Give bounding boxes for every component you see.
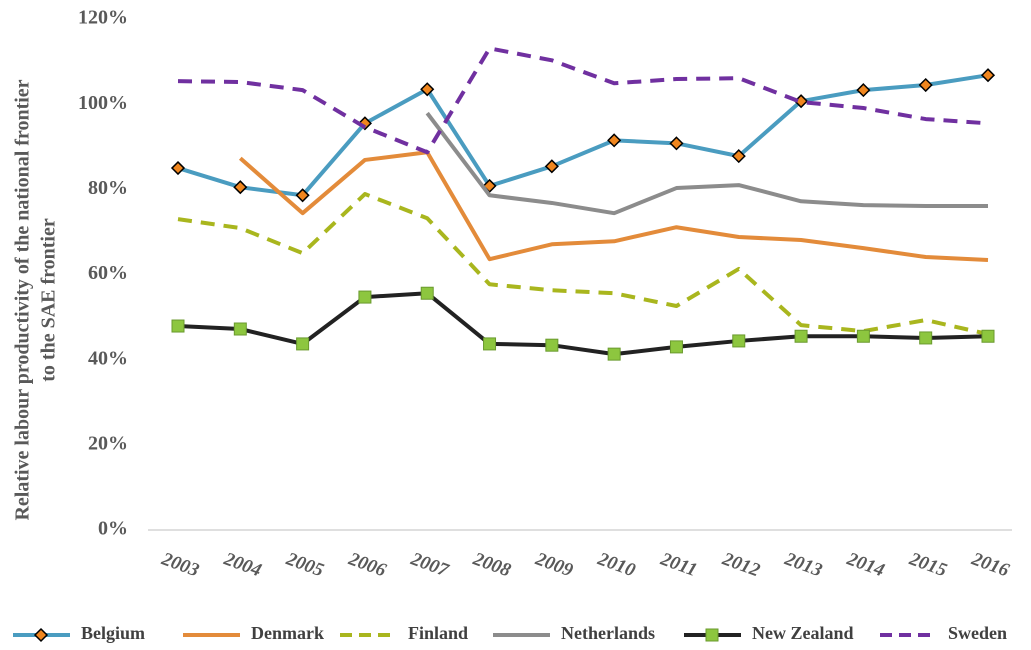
data-marker	[482, 178, 497, 193]
legend-label: Netherlands	[561, 623, 655, 643]
x-tick-label: 2014	[843, 548, 887, 581]
y-tick-label: 100%	[78, 92, 128, 114]
y-tick-label: 120%	[78, 7, 128, 29]
data-marker	[233, 322, 247, 336]
data-marker	[420, 286, 434, 300]
legend-label: Sweden	[948, 623, 1007, 643]
data-marker	[856, 83, 871, 98]
data-marker	[669, 136, 684, 151]
data-marker	[233, 180, 248, 195]
data-marker	[669, 340, 683, 354]
data-marker	[731, 149, 746, 164]
data-marker	[732, 334, 746, 348]
series-line	[177, 46, 989, 155]
x-tick-label: 2009	[532, 548, 576, 581]
series-line	[238, 150, 989, 263]
data-marker	[919, 331, 933, 345]
x-tick-label: 2007	[407, 548, 452, 582]
x-tick-label: 2015	[906, 548, 950, 581]
data-marker	[794, 329, 808, 343]
data-marker	[358, 290, 372, 304]
x-tick-label: 2012	[719, 548, 763, 581]
legend-marker	[33, 627, 49, 643]
data-marker	[607, 133, 622, 148]
x-tick-label: 2008	[470, 548, 514, 581]
legend-label: Denmark	[251, 623, 324, 643]
data-marker	[295, 188, 310, 203]
data-marker	[980, 68, 996, 83]
data-marker	[607, 347, 621, 361]
x-tick-label: 2003	[158, 548, 202, 581]
data-marker	[296, 337, 310, 351]
y-tick-label: 60%	[88, 262, 128, 284]
data-marker	[420, 82, 435, 97]
y-tick-label: 40%	[88, 347, 128, 369]
series-line	[177, 192, 989, 337]
data-marker	[171, 319, 185, 333]
data-marker	[981, 329, 995, 343]
x-tick-label: 2011	[657, 548, 700, 581]
y-tick-label: 80%	[88, 177, 128, 199]
legend-label: Belgium	[81, 623, 145, 643]
data-marker	[483, 337, 497, 351]
legend-label: New Zealand	[752, 623, 854, 643]
data-marker	[918, 77, 933, 93]
x-tick-label: 2006	[345, 548, 389, 581]
series-line	[425, 111, 988, 216]
data-marker	[545, 338, 559, 352]
data-marker	[544, 159, 559, 174]
series-line	[177, 291, 989, 357]
x-tick-label: 2010	[594, 548, 638, 581]
x-tick-label: 2016	[968, 548, 1012, 581]
data-marker	[170, 160, 186, 176]
x-tick-label: 2005	[283, 548, 327, 581]
legend-label: Finland	[408, 623, 468, 643]
legend-marker	[705, 628, 719, 642]
data-marker	[856, 329, 870, 343]
x-tick-label: 2004	[220, 548, 264, 581]
y-tick-label: 20%	[88, 432, 128, 454]
y-axis-title: Relative labour productivity of the nati…	[12, 79, 34, 520]
series-line	[177, 73, 989, 198]
y-tick-label: 0%	[98, 518, 128, 540]
x-tick-label: 2013	[781, 548, 825, 581]
y-axis-title: to the SAE frontier	[38, 218, 60, 382]
